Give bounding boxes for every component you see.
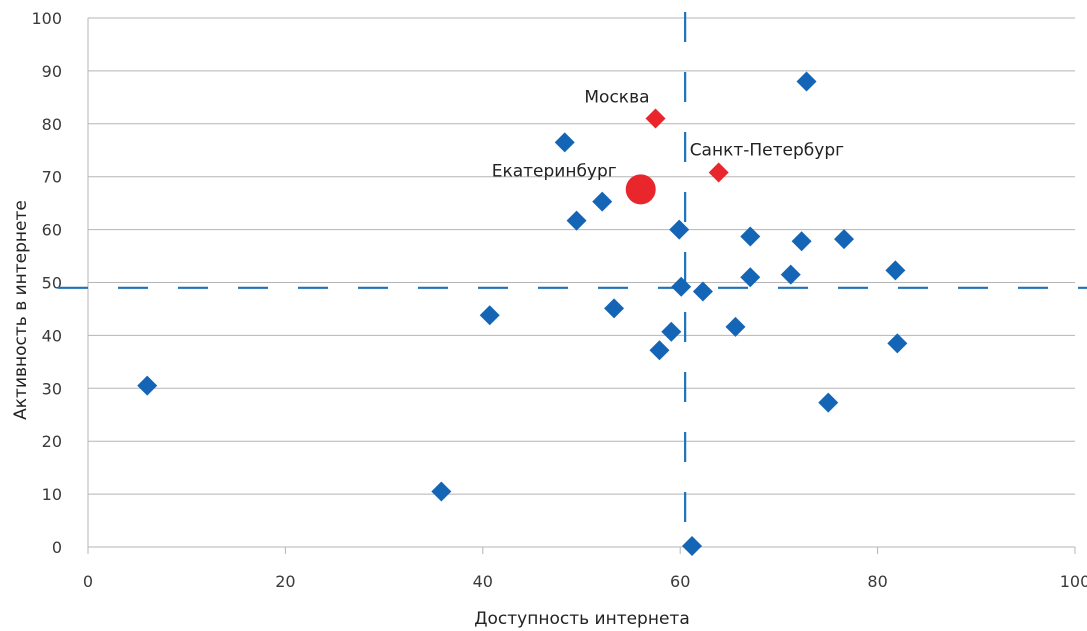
highlight-point (708, 162, 729, 183)
data-point (604, 298, 625, 319)
y-tick-label: 90 (42, 62, 62, 81)
y-tick-label: 100 (31, 9, 62, 28)
y-tick-label: 0 (52, 538, 62, 557)
data-point (796, 71, 817, 92)
data-point (592, 191, 613, 212)
data-point (780, 264, 801, 285)
data-point (554, 132, 575, 153)
data-point (885, 260, 906, 281)
x-axis-ticks: 0 20 40 60 80 100 (83, 547, 1087, 591)
y-tick-label: 80 (42, 115, 62, 134)
reference-lines (58, 12, 1087, 547)
x-tick-label: 40 (473, 572, 493, 591)
y-tick-label: 40 (42, 326, 62, 345)
x-tick-label: 20 (275, 572, 295, 591)
data-point (791, 231, 812, 252)
highlight-label: Екатеринбург (492, 161, 617, 181)
y-axis-title: Активность в интернете (11, 200, 31, 420)
data-point (661, 321, 682, 342)
x-tick-label: 60 (670, 572, 690, 591)
y-tick-label: 30 (42, 379, 62, 398)
y-tick-label: 20 (42, 432, 62, 451)
highlight-point (625, 174, 656, 205)
y-tick-label: 70 (42, 168, 62, 187)
data-point (725, 316, 746, 337)
data-point (818, 392, 839, 413)
data-point (682, 535, 703, 556)
highlight-point (645, 108, 666, 129)
data-points (137, 71, 908, 556)
x-tick-label: 0 (83, 572, 93, 591)
data-point (692, 281, 713, 302)
highlighted-cities: Москва Санкт-Петербург Екатеринбург (492, 88, 844, 205)
y-axis-ticks: 0 10 20 30 40 50 60 70 80 90 100 (31, 9, 62, 557)
data-point (479, 305, 500, 326)
data-point (431, 481, 452, 502)
data-point (566, 210, 587, 231)
grid-lines (87, 17, 1075, 548)
x-axis-title: Доступность интернета (474, 609, 690, 629)
highlight-label: Москва (584, 88, 649, 108)
x-tick-label: 80 (867, 572, 887, 591)
data-point (669, 219, 690, 240)
data-point (740, 267, 761, 288)
data-point (671, 276, 692, 297)
x-tick-label: 100 (1060, 572, 1087, 591)
highlight-label: Санкт-Петербург (690, 140, 844, 160)
data-point (740, 226, 761, 247)
y-tick-label: 50 (42, 274, 62, 293)
data-point (649, 340, 670, 361)
data-point (137, 375, 158, 396)
data-point (834, 229, 855, 250)
data-point (887, 333, 908, 354)
y-tick-label: 60 (42, 221, 62, 240)
y-tick-label: 10 (42, 485, 62, 504)
